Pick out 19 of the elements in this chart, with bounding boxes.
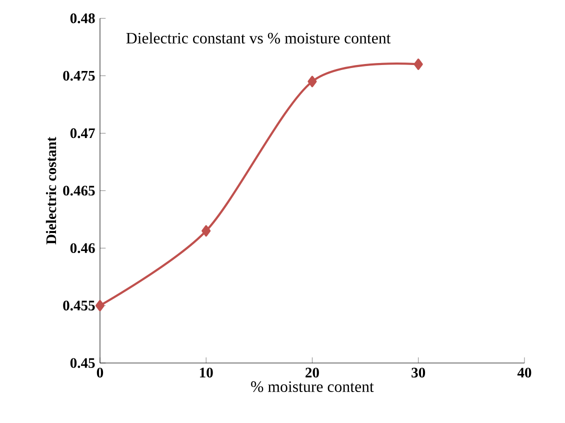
x-axis-title: % moisture content — [251, 381, 374, 392]
y-tick-label: 0.47 — [70, 128, 95, 138]
x-tick-label: 10 — [200, 368, 213, 378]
text: Dielectric constant vs % moisture content — [126, 32, 391, 44]
x-tick-label: 0 — [96, 368, 104, 378]
y-tick-label: 0.475 — [63, 70, 95, 81]
x-tick-label: 40 — [517, 368, 532, 378]
point — [414, 58, 423, 70]
y-tick-label: 0.46 — [70, 243, 95, 254]
point — [308, 76, 317, 88]
y-tick-label: 0.45 — [70, 358, 95, 368]
x-tick-label: 30 — [412, 368, 426, 378]
point — [95, 300, 105, 312]
y-axis-title: Dielectric costant — [46, 136, 56, 244]
point — [202, 225, 211, 237]
y-tick-label: 0.455 — [63, 300, 95, 310]
x-tick-label: 20 — [306, 368, 319, 378]
y-tick-label: 0.48 — [70, 13, 95, 24]
y-tick-label: 0.465 — [63, 186, 95, 196]
